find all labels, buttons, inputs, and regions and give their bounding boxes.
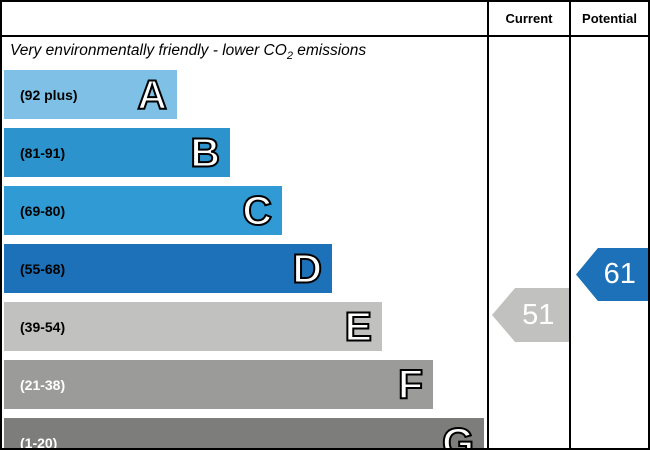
band-row-b: (81-91) B	[4, 128, 230, 177]
band-row-a: (92 plus) A	[4, 70, 177, 119]
band-letter-e: E	[344, 303, 373, 349]
band-letter-d: D	[291, 245, 323, 291]
band-range-f: (21-38)	[20, 376, 66, 393]
band-row-g: (1-20) G	[4, 418, 484, 450]
current-value-arrow: 51	[492, 288, 569, 342]
chart-title-subscript: 2	[286, 50, 293, 63]
band-row-d: (55-68) D	[4, 244, 332, 293]
band-range-d: (55-68)	[20, 260, 66, 277]
band-row-f: (21-38) F	[4, 360, 433, 409]
band-range-e: (39-54)	[20, 318, 66, 335]
column-divider-current	[487, 2, 489, 448]
band-range-g: (1-20)	[20, 434, 58, 450]
column-divider-potential	[569, 2, 571, 448]
band-letter-g: G	[441, 419, 475, 450]
chart-title-text: Very environmentally friendly - lower CO	[10, 42, 287, 59]
band-row-e: (39-54) E	[4, 302, 382, 351]
chart-title-suffix: emissions	[292, 42, 367, 59]
potential-column-header: Potential	[582, 11, 637, 26]
band-row-c: (69-80) C	[4, 186, 282, 235]
band-range-b: (81-91)	[20, 144, 66, 161]
potential-value-arrow: 61	[576, 248, 648, 301]
band-letter-f: F	[397, 361, 424, 407]
band-range-c: (69-80)	[20, 202, 66, 219]
band-letter-a: A	[136, 71, 168, 117]
potential-value: 61	[603, 258, 636, 290]
band-range-a: (92 plus)	[20, 86, 78, 103]
band-letter-c: C	[241, 187, 273, 233]
chart-title: Very environmentally friendly - lower CO…	[10, 42, 366, 62]
current-column-header: Current	[505, 11, 553, 26]
current-value: 51	[522, 298, 555, 331]
header-divider	[2, 35, 648, 37]
band-letter-b: B	[189, 129, 221, 175]
